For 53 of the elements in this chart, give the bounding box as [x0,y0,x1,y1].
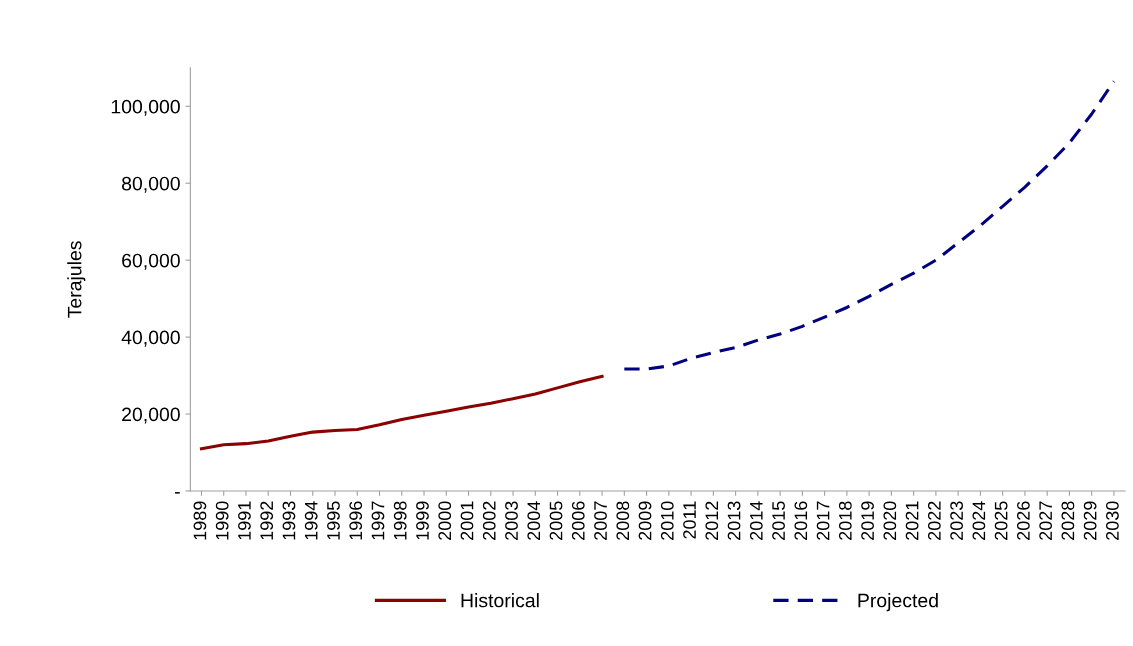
x-tick-label: 2015 [772,501,785,540]
line-series [622,79,1116,371]
x-tick-label: 2013 [727,501,741,540]
x-tick-label: 2009 [638,501,652,540]
x-tick-label: 1992 [260,501,274,540]
legend-label: Historical [461,593,539,608]
x-tick-label: 2010 [660,501,674,540]
x-tick-label: 2003 [505,501,518,540]
x-tick-label: 2017 [816,501,830,540]
x-tick-label: 2022 [927,501,941,540]
x-tick-label: 2005 [549,501,563,540]
line-series [199,374,604,451]
x-tick-label: 1993 [282,501,296,540]
x-tick-label: 1991 [238,501,251,540]
x-tick-label: 2029 [1083,501,1097,540]
x-tick-label: 1995 [327,501,340,540]
y-tick-label: - [175,492,180,494]
x-tick-label: 2002 [482,501,496,540]
x-tick-label: 2030 [1106,501,1119,540]
x-tick-label: 2018 [838,501,852,540]
x-tick-label: 2001 [460,501,474,540]
x-tick-label: 1989 [193,501,207,540]
y-tick-label: 20,000 [122,407,180,424]
x-tick-label: 1994 [304,501,318,540]
x-tick-label: 2004 [527,501,541,540]
x-tick-label: 2006 [571,501,585,540]
x-tick-label: 2014 [749,501,763,540]
x-tick-label: 2024 [972,501,986,540]
x-tick-label: 2019 [861,501,874,540]
x-tick-label: 1999 [416,501,429,540]
x-tick-label: 1990 [215,501,229,540]
x-tick-label: 2016 [794,501,808,540]
x-tick-label: 1998 [393,501,407,540]
x-tick-label: 2012 [705,501,719,540]
y-axis-title: Terajules [67,241,86,318]
x-tick-label: 2026 [1016,501,1030,540]
x-tick-label: 2008 [616,501,630,540]
x-tick-label: 2028 [1061,501,1075,540]
x-tick-label: 1997 [371,501,385,540]
x-tick-label: 2007 [594,501,607,540]
y-tick-label: 60,000 [122,253,180,270]
y-tick-label: 80,000 [122,176,180,193]
x-tick-label: 2011 [683,501,696,539]
y-tick-label: 100,000 [111,99,180,116]
x-tick-label: 1996 [349,501,363,540]
x-tick-label: 2000 [438,501,452,540]
x-tick-label: 2027 [1039,501,1053,540]
y-tick-label: 40,000 [121,330,180,347]
legend-label: Projected [858,593,938,612]
x-tick-label: 2020 [883,501,897,540]
x-tick-label: 2023 [950,501,963,540]
x-tick-label: 2021 [905,501,919,540]
x-tick-label: 2025 [994,501,1008,540]
